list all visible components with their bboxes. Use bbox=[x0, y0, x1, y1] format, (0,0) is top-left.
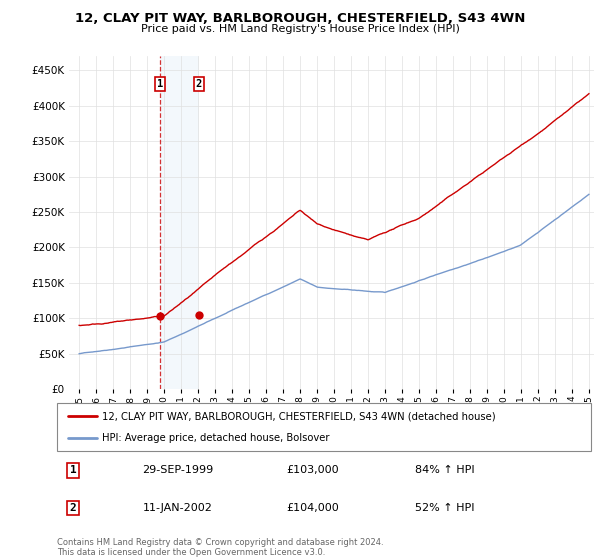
Text: 11-JAN-2002: 11-JAN-2002 bbox=[142, 503, 212, 513]
Text: 12, CLAY PIT WAY, BARLBOROUGH, CHESTERFIELD, S43 4WN: 12, CLAY PIT WAY, BARLBOROUGH, CHESTERFI… bbox=[75, 12, 525, 25]
Text: £104,000: £104,000 bbox=[287, 503, 340, 513]
Text: 29-SEP-1999: 29-SEP-1999 bbox=[142, 465, 214, 475]
Text: 1: 1 bbox=[157, 80, 163, 90]
Bar bbox=[160, 56, 199, 389]
Text: HPI: Average price, detached house, Bolsover: HPI: Average price, detached house, Bols… bbox=[103, 433, 330, 443]
Text: 1: 1 bbox=[70, 465, 76, 475]
Text: 2: 2 bbox=[70, 503, 76, 513]
Text: 84% ↑ HPI: 84% ↑ HPI bbox=[415, 465, 475, 475]
Text: Contains HM Land Registry data © Crown copyright and database right 2024.
This d: Contains HM Land Registry data © Crown c… bbox=[57, 538, 383, 557]
Text: Price paid vs. HM Land Registry's House Price Index (HPI): Price paid vs. HM Land Registry's House … bbox=[140, 24, 460, 34]
Text: 52% ↑ HPI: 52% ↑ HPI bbox=[415, 503, 474, 513]
Text: 12, CLAY PIT WAY, BARLBOROUGH, CHESTERFIELD, S43 4WN (detached house): 12, CLAY PIT WAY, BARLBOROUGH, CHESTERFI… bbox=[103, 411, 496, 421]
Text: 2: 2 bbox=[196, 80, 202, 90]
Text: £103,000: £103,000 bbox=[287, 465, 339, 475]
